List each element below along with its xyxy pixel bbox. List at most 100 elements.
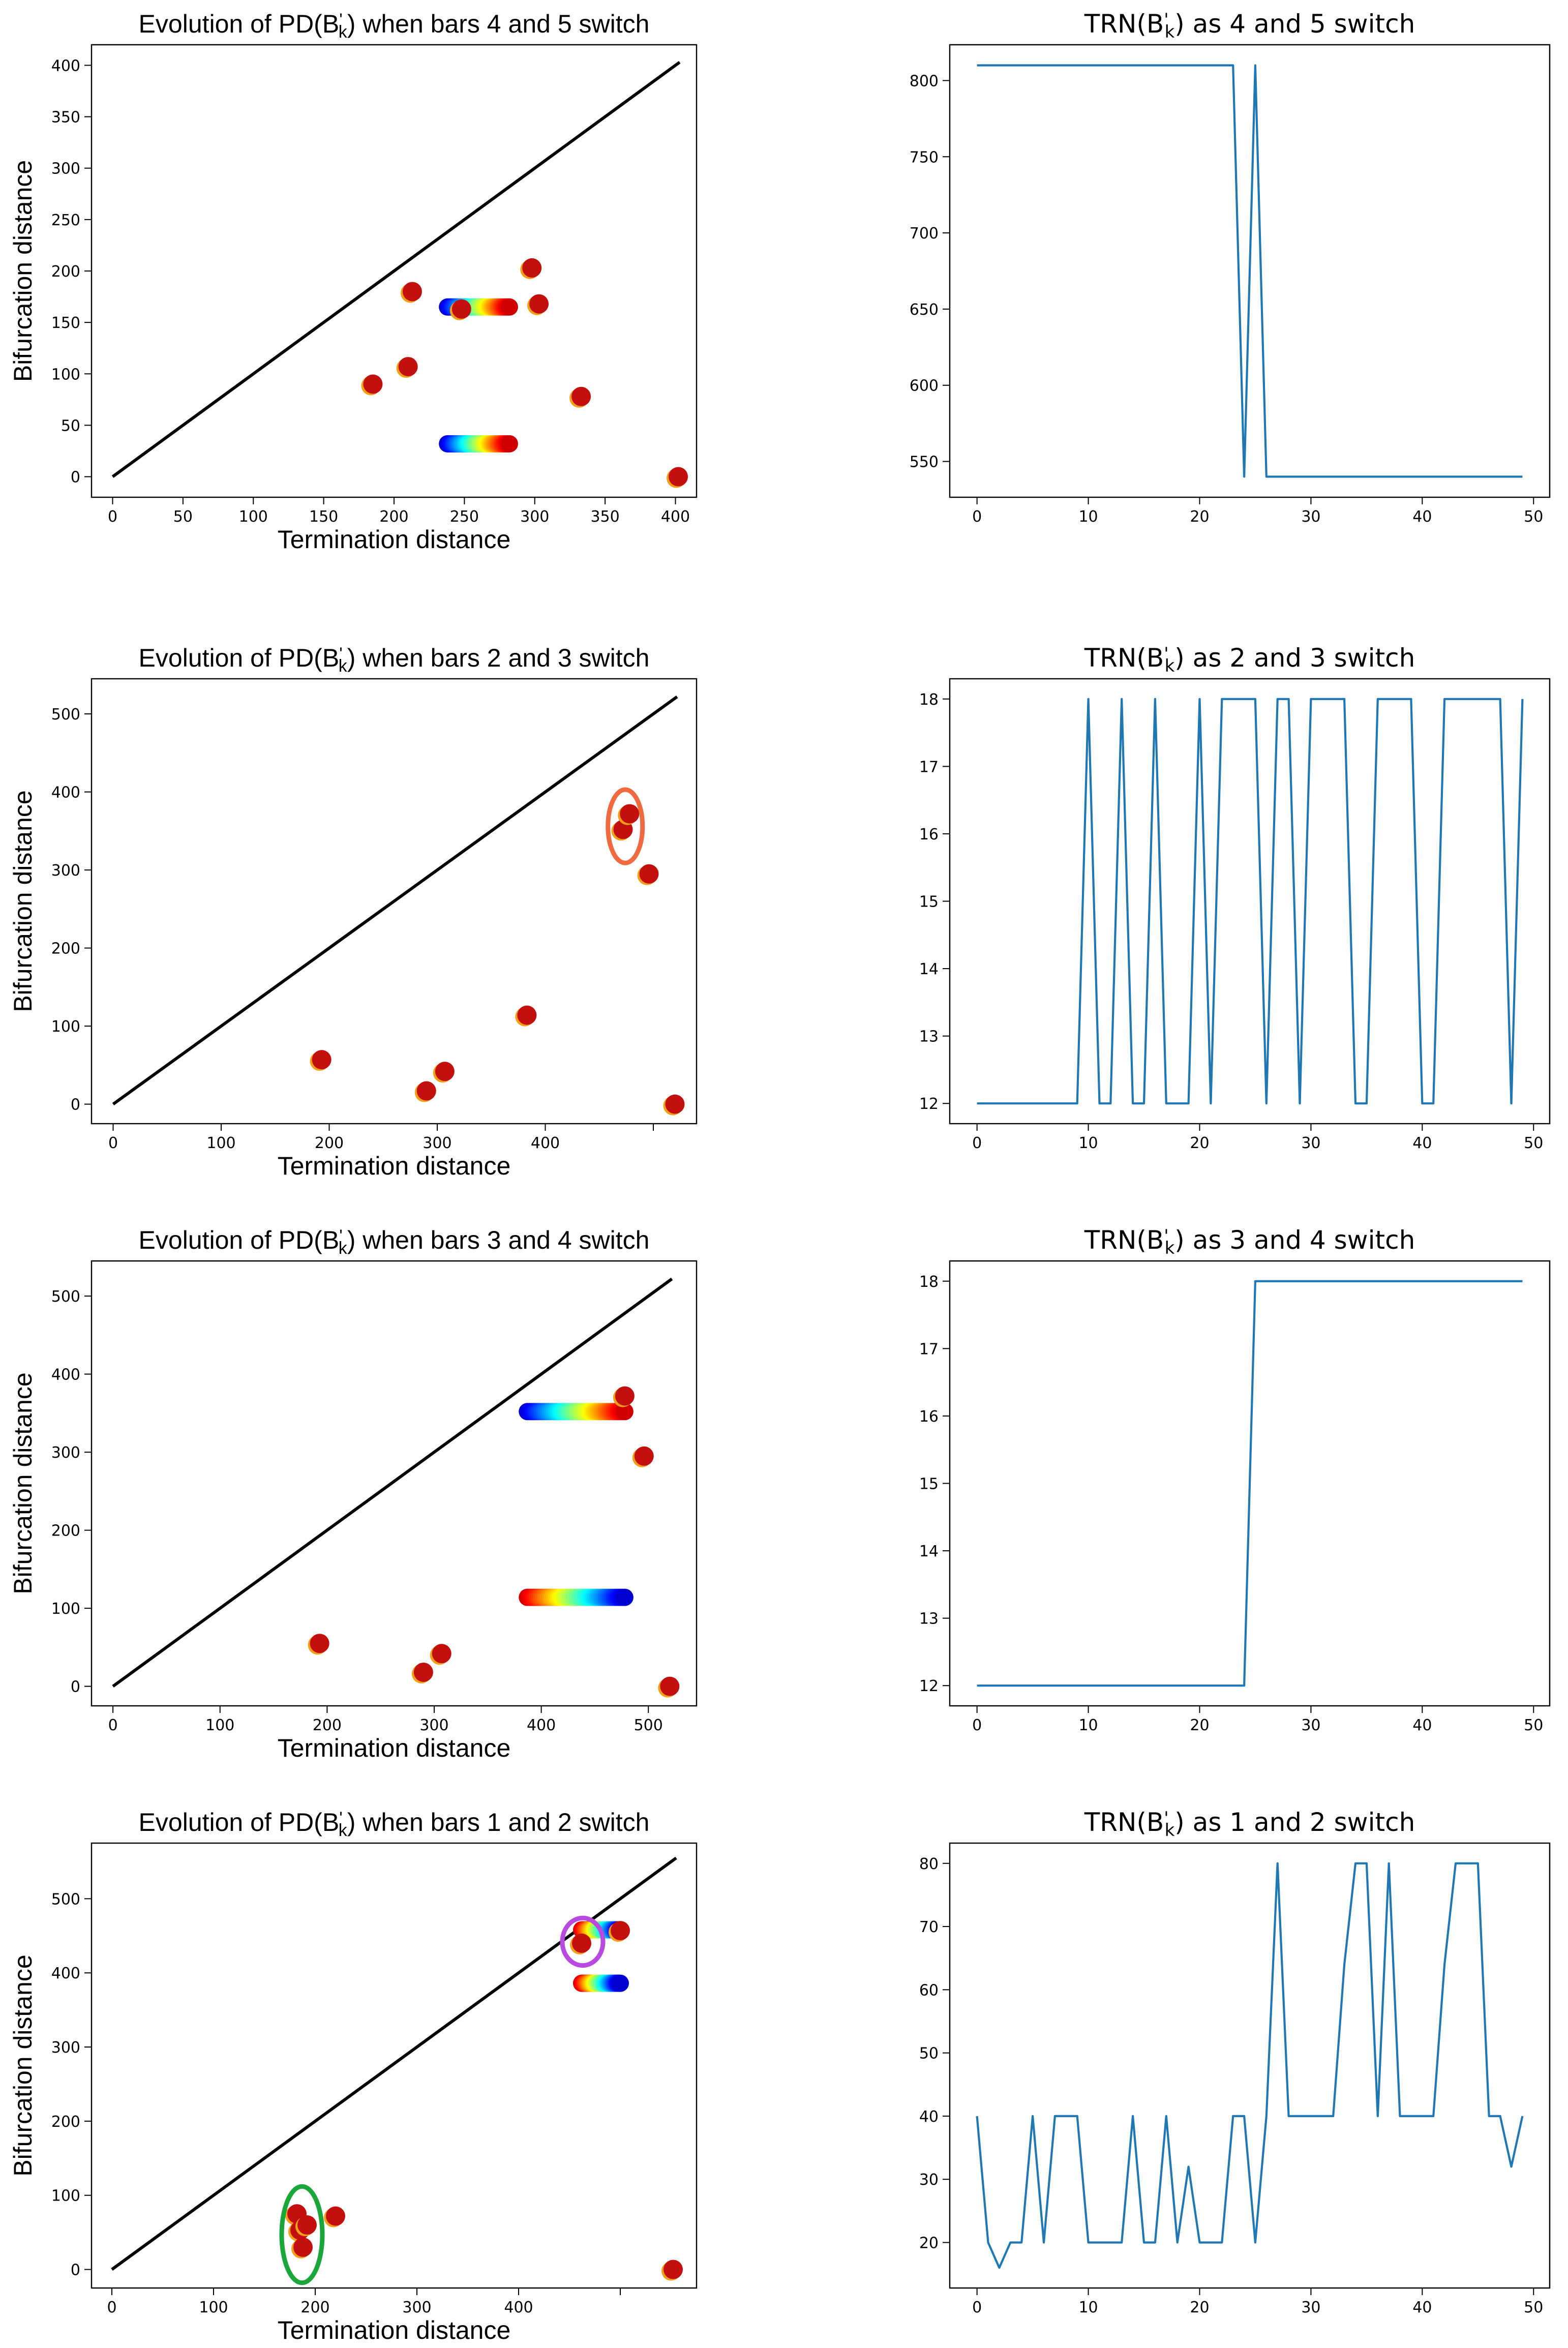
- trn-xtick-label: 10: [1078, 1134, 1098, 1152]
- pd-point: [572, 1933, 591, 1953]
- pd-xtick-label: 200: [313, 1717, 342, 1734]
- trn-ytick-label: 15: [919, 893, 939, 911]
- pd-ytick-label: 50: [61, 417, 80, 435]
- pd-diagonal: [112, 695, 678, 1106]
- pd-xtick-label: 0: [108, 1134, 118, 1152]
- pd-point: [398, 357, 418, 377]
- pd-xtick-label: 250: [450, 508, 479, 526]
- pd-xlabel: Termination distance: [278, 525, 511, 554]
- pd-highlight-ellipse: [606, 787, 645, 865]
- pd-point: [312, 1050, 331, 1070]
- pd-ylabel: Bifurcation distance: [9, 1372, 37, 1594]
- pd-xtick-label: 200: [379, 508, 408, 526]
- pd-highlight-ellipse: [560, 1915, 606, 1968]
- pd-ytick-label: 200: [51, 263, 80, 281]
- pd-xtick-label: 300: [402, 2299, 431, 2316]
- pd-ytick-label: 500: [51, 1890, 80, 1908]
- trn-ytick-label: 12: [919, 1095, 939, 1113]
- pd-point: [297, 2215, 317, 2235]
- pd-xlabel: Termination distance: [278, 1734, 511, 1762]
- pd-ytick-label: 400: [51, 1366, 80, 1384]
- pd-ytick-label: 300: [51, 2039, 80, 2057]
- trn-panel-3: TRN(B' k) as 3 and 4 switch 0 10 20 30 40 50 12 1…: [919, 1225, 1551, 1734]
- pd-panel-1: Evolution of PD(B' k) when bars 4 and 5 s…: [9, 10, 698, 554]
- pd-xlabel: Termination distance: [278, 1152, 511, 1180]
- pd-xtick-label: 400: [527, 1717, 556, 1734]
- trn-ytick-label: 18: [919, 1273, 939, 1291]
- trn-line: [977, 698, 1524, 1105]
- trn-ytick-label: 13: [919, 1028, 939, 1046]
- pd-xtick-label: 100: [239, 508, 268, 526]
- trn-xtick-label: 40: [1412, 1134, 1432, 1152]
- trn-ytick-label: 16: [919, 826, 939, 844]
- trn-ytick-label: 80: [919, 1855, 939, 1873]
- pd-point: [293, 2237, 313, 2257]
- pd-diagonal: [112, 1277, 673, 1688]
- pd-point: [620, 804, 640, 824]
- trn-ytick-label: 13: [919, 1610, 939, 1628]
- pd-ytick-label: 150: [51, 314, 80, 332]
- pd-point: [432, 1644, 451, 1664]
- trn-xtick-label: 10: [1078, 508, 1098, 526]
- trn-ytick-label: 800: [910, 72, 939, 90]
- pd-ytick-label: 100: [51, 1600, 80, 1618]
- trn-xtick-label: 30: [1301, 1717, 1320, 1734]
- trn-ytick-label: 50: [919, 2045, 939, 2063]
- pd-point: [571, 386, 591, 406]
- trn-title: TRN(B' k) as 3 and 4 switch: [1084, 1225, 1415, 1258]
- trn-xtick-label: 0: [972, 1134, 982, 1152]
- pd-point: [310, 1634, 329, 1653]
- pd-ytick-label: 0: [71, 2262, 80, 2279]
- pd-point: [669, 467, 688, 487]
- pd-highlight-ellipse: [279, 2184, 325, 2285]
- trn-ytick-label: 550: [910, 454, 939, 471]
- pd-ytick-label: 100: [51, 1018, 80, 1036]
- pd-ytick-label: 0: [71, 1678, 80, 1696]
- pd-point: [451, 299, 471, 319]
- trn-ytick-label: 750: [910, 148, 939, 166]
- trn-ytick-label: 700: [910, 225, 939, 243]
- trn-title: TRN(B' k) as 2 and 3 switch: [1084, 643, 1415, 676]
- trn-xtick-label: 40: [1412, 1717, 1432, 1734]
- pd-point: [615, 1386, 635, 1406]
- pd-track-point: [500, 435, 518, 453]
- pd-point: [664, 2260, 683, 2279]
- pd-xtick-label: 350: [590, 508, 619, 526]
- trn-xtick-label: 40: [1412, 2299, 1432, 2316]
- trn-xtick-label: 20: [1190, 2299, 1209, 2316]
- trn-line: [977, 64, 1523, 478]
- trn-ytick-label: 18: [919, 691, 939, 709]
- trn-ytick-label: 30: [919, 2171, 939, 2189]
- pd-xtick-label: 200: [315, 1134, 344, 1152]
- trn-xtick-label: 50: [1524, 1134, 1543, 1152]
- trn-frame: [949, 1842, 1551, 2289]
- trn-xtick-label: 0: [972, 2299, 982, 2316]
- pd-ytick-label: 200: [51, 2113, 80, 2131]
- trn-xtick-label: 20: [1190, 1134, 1209, 1152]
- pd-ytick-label: 500: [51, 706, 80, 724]
- pd-xtick-label: 100: [206, 1134, 235, 1152]
- trn-xtick-label: 20: [1190, 1717, 1209, 1734]
- trn-ytick-label: 14: [919, 960, 939, 978]
- trn-frame: [949, 44, 1551, 498]
- pd-point: [435, 1062, 455, 1081]
- trn-ytick-label: 60: [919, 1981, 939, 1999]
- trn-panel-2: TRN(B' k) as 2 and 3 switch 0 10 20 30 40 50 12 1…: [919, 643, 1551, 1152]
- trn-ytick-label: 14: [919, 1543, 939, 1560]
- pd-xtick-label: 200: [300, 2299, 329, 2316]
- pd-point: [326, 2206, 345, 2226]
- trn-ytick-label: 650: [910, 301, 939, 319]
- trn-xtick-label: 0: [972, 508, 982, 526]
- trn-xtick-label: 20: [1190, 508, 1209, 526]
- trn-ytick-label: 12: [919, 1677, 939, 1695]
- trn-xtick-label: 0: [972, 1717, 982, 1734]
- pd-frame: [91, 1842, 698, 2289]
- trn-ytick-label: 20: [919, 2235, 939, 2252]
- trn-line: [976, 1862, 1524, 2269]
- pd-ytick-label: 300: [51, 160, 80, 178]
- pd-point: [413, 1662, 433, 1682]
- trn-xtick-label: 50: [1524, 2299, 1543, 2316]
- trn-ytick-label: 16: [919, 1408, 939, 1426]
- pd-ytick-label: 0: [71, 469, 80, 487]
- pd-xtick-label: 50: [173, 508, 193, 526]
